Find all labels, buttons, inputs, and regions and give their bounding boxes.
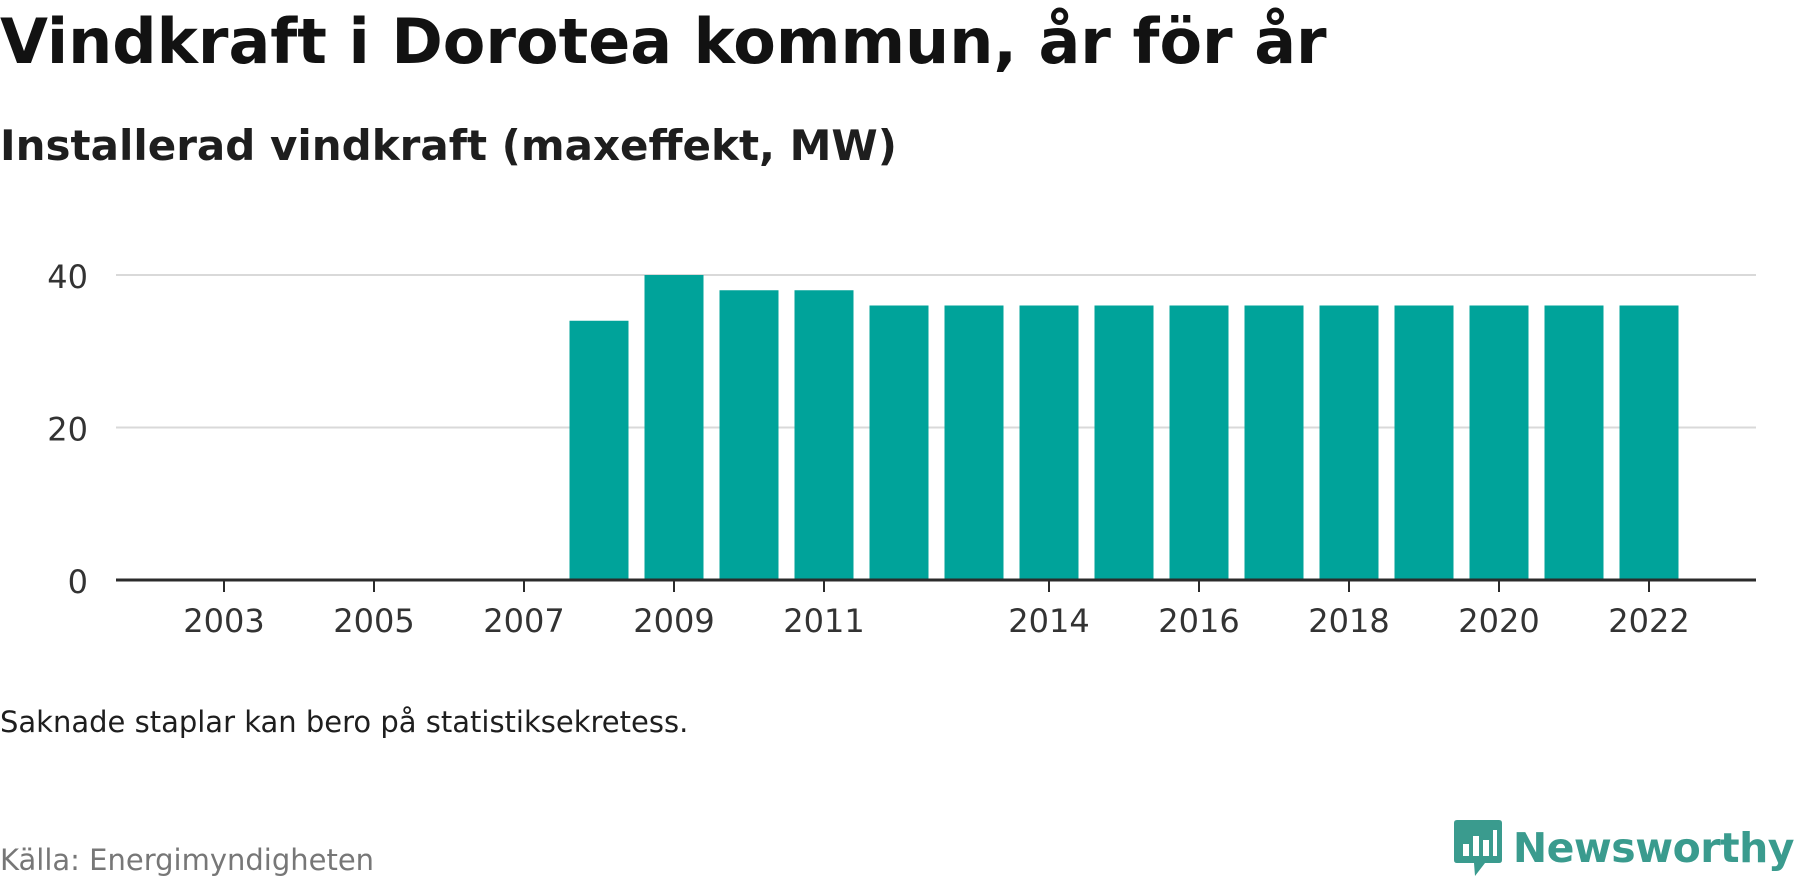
bar-2012 [869, 305, 929, 580]
x-tick-label: 2022 [1608, 602, 1689, 640]
chart-subtitle: Installerad vindkraft (maxeffekt, MW) [0, 121, 897, 170]
x-tick-label: 2020 [1458, 602, 1539, 640]
x-tick-label: 2014 [1008, 602, 1089, 640]
bar-2013 [944, 305, 1004, 580]
x-tick-label: 2009 [633, 602, 714, 640]
bar-2016 [1169, 305, 1229, 580]
bar-2011 [794, 290, 854, 580]
y-tick-label: 20 [47, 411, 88, 449]
bar-2018 [1319, 305, 1379, 580]
x-tick-label: 2016 [1158, 602, 1239, 640]
bar-2017 [1244, 305, 1304, 580]
brand-name: Newsworthy [1512, 824, 1795, 872]
x-tick-label: 2005 [333, 602, 414, 640]
axes: 0 20 40 2003 2005 2007 2009 2011 2014 2016 2018 202… [47, 258, 1756, 640]
footnote: Saknade staplar kan bero på statistiksek… [0, 705, 689, 739]
bars [569, 275, 1679, 580]
bar-2015 [1094, 305, 1154, 580]
x-tick-label: 2007 [483, 602, 564, 640]
bar-2010 [719, 290, 779, 580]
y-tick-label: 0 [68, 563, 88, 601]
bar-2009 [644, 275, 704, 580]
bar-2019 [1394, 305, 1454, 580]
x-tick-label: 2003 [183, 602, 264, 640]
newsworthy-logo-icon [1453, 820, 1502, 876]
bar-2008 [569, 320, 629, 580]
brand-logo: Newsworthy [1453, 818, 1795, 878]
chart-title: Vindkraft i Dorotea kommun, år för år [0, 5, 1327, 78]
x-tick-label: 2018 [1308, 602, 1389, 640]
bar-2022 [1619, 305, 1679, 580]
bar-2014 [1019, 305, 1079, 580]
bar-2020 [1469, 305, 1529, 580]
y-tick-label: 40 [47, 258, 88, 296]
source-note: Källa: Energimyndigheten [0, 843, 375, 877]
x-tick-label: 2011 [783, 602, 864, 640]
bar-2021 [1544, 305, 1604, 580]
bar-chart: 0 20 40 2003 2005 2007 2009 2011 2014 2016 2018 202… [47, 258, 1756, 640]
